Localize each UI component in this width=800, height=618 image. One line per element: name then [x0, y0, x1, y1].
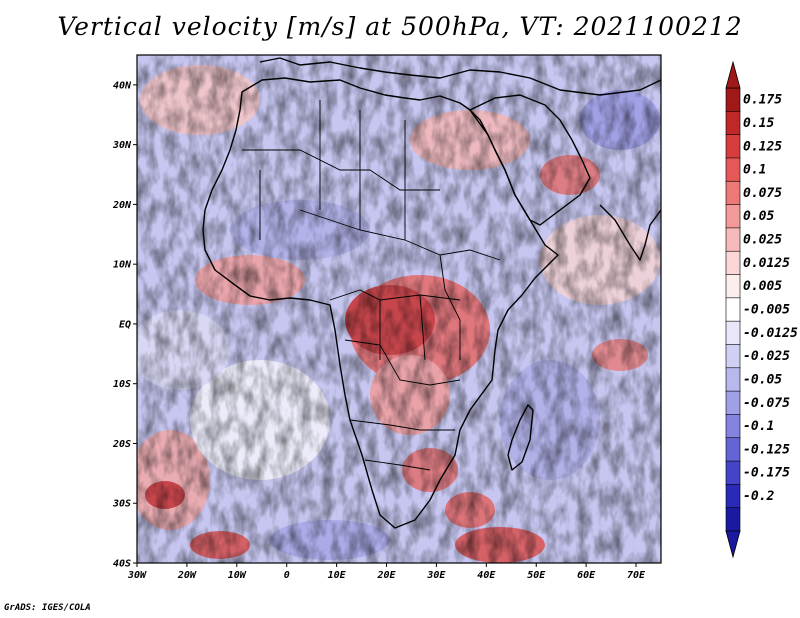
colorbar-label: 0.025 [743, 233, 782, 248]
colorbar-label: -0.075 [743, 396, 790, 411]
colorbar-swatch [725, 344, 741, 369]
colorbar-swatch [725, 367, 741, 392]
colorbar-swatch [725, 180, 741, 206]
colorbar-label: -0.05 [743, 372, 782, 387]
colorbar-swatch [725, 87, 741, 113]
colorbar-label: -0.0125 [743, 326, 798, 341]
x-tick-label: 20E [376, 570, 396, 581]
colorbar-label: -0.175 [743, 466, 790, 481]
colorbar-swatch [725, 250, 741, 276]
chart-title: Vertical velocity [m/s] at 500hPa, VT: 2… [57, 12, 743, 41]
y-tick-label: 10N [113, 260, 132, 271]
y-axis: 40N 30N 20N 10N EQ 10S 20S 30S 40S [112, 80, 137, 570]
credit-text: GrADS: IGES/COLA [4, 603, 91, 613]
field-layer [137, 55, 661, 563]
colorbar-max-arrow [725, 60, 741, 89]
colorbar-label: 0.175 [743, 93, 782, 108]
colorbar-swatch [725, 437, 741, 462]
colorbar-label: 0.125 [743, 139, 782, 154]
colorbar: 0.175 0.15 0.125 0.1 0.075 0.05 0.025 0.0125 0.0… [725, 60, 798, 559]
colorbar-label: 0.1 [743, 163, 766, 178]
x-tick-label: 10E [328, 570, 347, 581]
y-tick-label: 10S [113, 379, 131, 390]
y-tick-label: 30S [112, 499, 131, 510]
x-tick-label: 10W [228, 570, 247, 581]
colorbar-swatch [725, 414, 741, 439]
y-tick-label: 40N [113, 80, 132, 91]
colorbar-label: 0.0125 [743, 256, 790, 271]
colorbar-label: -0.125 [743, 442, 790, 457]
colorbar-swatch [725, 274, 741, 299]
colorbar-swatch [725, 297, 741, 322]
x-tick-label: 40E [477, 570, 496, 581]
y-tick-label: EQ [119, 319, 131, 330]
colorbar-label: -0.1 [743, 419, 774, 434]
y-tick-label: 40S [113, 559, 131, 570]
country-borders [242, 100, 501, 471]
y-tick-label: 30N [112, 140, 132, 151]
x-axis: 30W 20W 10W 0 10E 20E 30E 40E 50E 60E 70E [127, 563, 646, 581]
colorbar-label: -0.005 [743, 303, 790, 318]
colorbar-swatch [725, 460, 741, 486]
colorbar-swatch [725, 227, 741, 253]
x-tick-label: 0 [284, 570, 290, 581]
y-tick-label: 20S [112, 439, 131, 450]
colorbar-label: 0.075 [743, 186, 782, 201]
x-tick-label: 70E [627, 570, 646, 581]
x-tick-label: 20W [177, 570, 197, 581]
x-tick-label: 50E [527, 570, 546, 581]
colorbar-swatch [725, 484, 741, 509]
plot-frame [136, 54, 662, 564]
colorbar-swatch [725, 204, 741, 229]
colorbar-swatch [725, 320, 741, 346]
colorbar-swatch [725, 507, 741, 532]
colorbar-label: 0.15 [743, 116, 774, 131]
colorbar-swatch [725, 157, 741, 183]
colorbar-label: 0.005 [743, 279, 782, 294]
colorbar-swatch [725, 134, 741, 159]
x-tick-label: 60E [577, 570, 596, 581]
colorbar-label: -0.2 [743, 489, 774, 504]
colorbar-label: 0.05 [743, 209, 774, 224]
colorbar-swatch [725, 390, 741, 416]
x-tick-label: 30E [426, 570, 446, 581]
x-tick-label: 30W [127, 570, 147, 581]
colorbar-min-arrow [725, 530, 741, 559]
coastline [202, 57, 661, 529]
colorbar-label: -0.025 [743, 349, 790, 364]
y-tick-label: 20N [112, 200, 132, 211]
colorbar-swatch [725, 111, 741, 136]
